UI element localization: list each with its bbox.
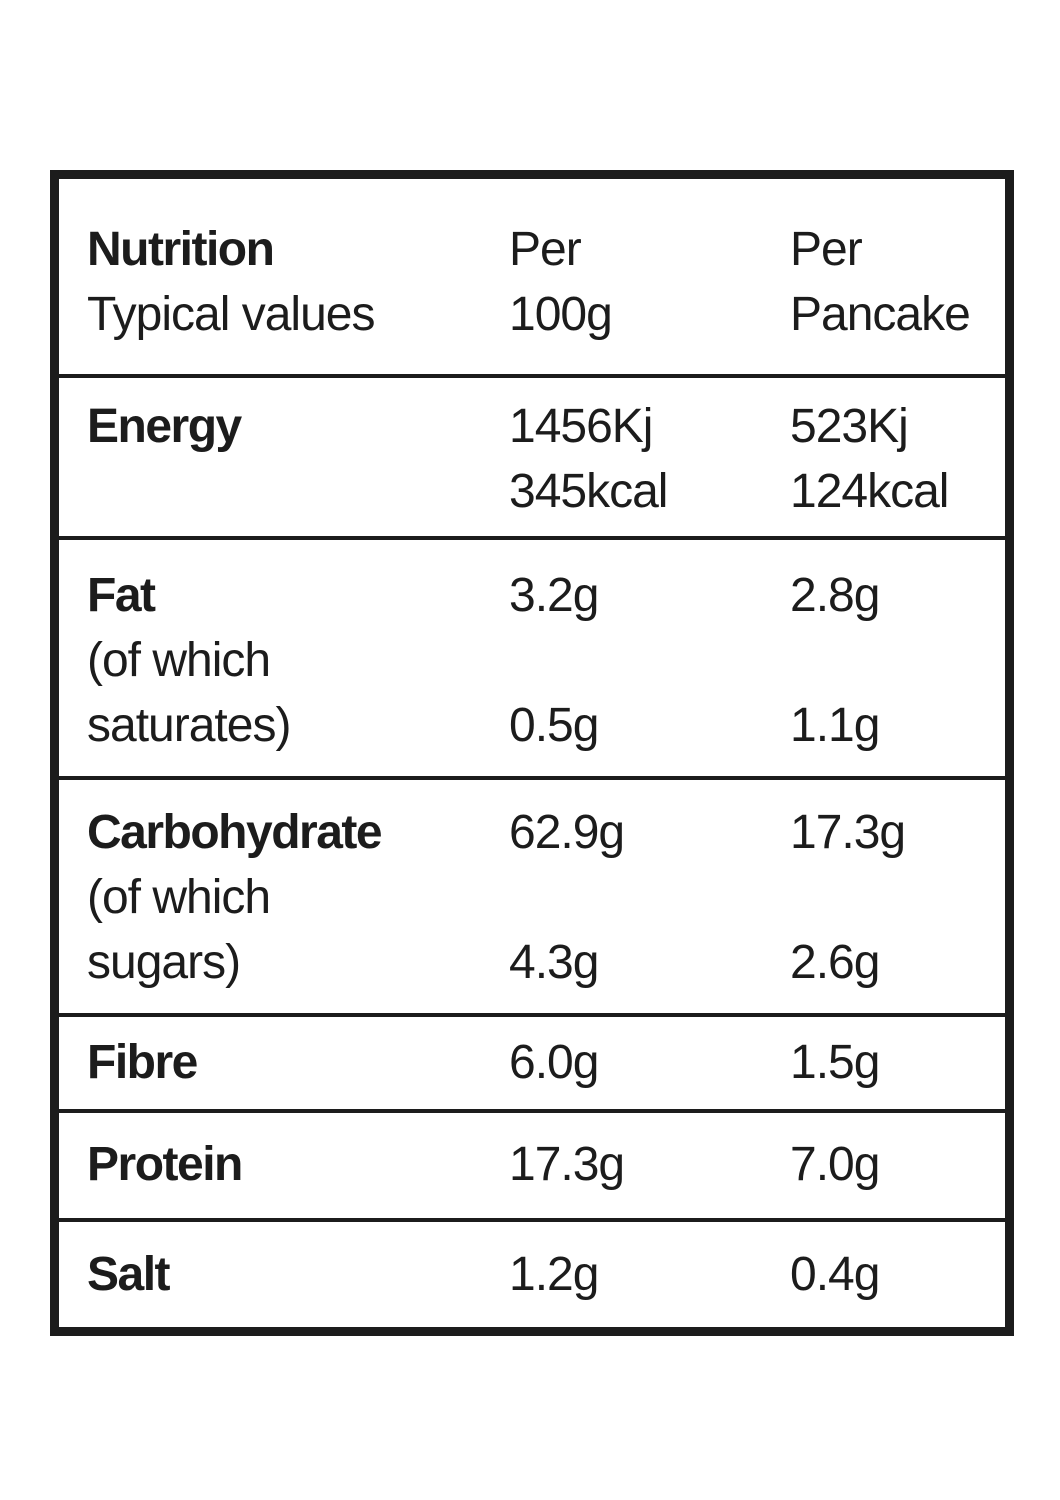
fibre-per-pancake: 1.5g	[790, 1030, 880, 1095]
sugars-per-pancake-value: 2.6g	[790, 936, 880, 989]
per-100g-header-line2: 100g	[509, 288, 613, 341]
energy-per-100g-kj: 1456Kj	[509, 400, 653, 453]
energy-per-pancake-kcal: 124kcal	[790, 465, 949, 518]
protein-row: Protein 17.3g 7.0g	[59, 1113, 1005, 1222]
fibre-per-pancake-value: 1.5g	[790, 1036, 880, 1089]
energy-per-pancake-kj: 523Kj	[790, 400, 909, 453]
protein-per-100g-value: 17.3g	[509, 1138, 625, 1191]
fat-sub-label-line1: (of which	[87, 634, 271, 687]
energy-per-pancake: 523Kj 124kcal	[790, 394, 949, 524]
protein-per-pancake: 7.0g	[790, 1132, 880, 1197]
protein-per-pancake-value: 7.0g	[790, 1138, 880, 1191]
salt-per-pancake-value: 0.4g	[790, 1248, 880, 1301]
nutrition-title: Nutrition	[87, 223, 275, 276]
protein-label: Protein	[87, 1138, 243, 1191]
fat-per-pancake-value: 2.8g	[790, 569, 880, 622]
fat-label: Fat	[87, 569, 156, 622]
carbohydrate-label-cell: Carbohydrate (of which sugars)	[87, 800, 383, 995]
fat-per-pancake: 2.8g 1.1g	[790, 563, 880, 758]
fat-per-100g: 3.2g 0.5g	[509, 563, 599, 758]
energy-row: Energy 1456Kj 345kcal 523Kj 124kcal	[59, 378, 1005, 540]
carbohydrate-per-pancake: 17.3g 2.6g	[790, 800, 906, 995]
fibre-label-cell: Fibre	[87, 1030, 198, 1095]
sugars-per-100g-value: 4.3g	[509, 936, 599, 989]
carbohydrate-per-100g-value: 62.9g	[509, 806, 625, 859]
carbohydrate-row: Carbohydrate (of which sugars) 62.9g 4.3…	[59, 780, 1005, 1017]
fibre-label: Fibre	[87, 1036, 198, 1089]
salt-label: Salt	[87, 1248, 171, 1301]
protein-label-cell: Protein	[87, 1132, 243, 1197]
nutrition-table: Nutrition Typical values Per 100g Per Pa…	[50, 170, 1014, 1336]
salt-row: Salt 1.2g 0.4g	[59, 1222, 1005, 1327]
fat-row: Fat (of which saturates) 3.2g 0.5g 2.8g …	[59, 540, 1005, 780]
salt-per-100g-value: 1.2g	[509, 1248, 599, 1301]
carbohydrate-sub-label-line1: (of which	[87, 871, 271, 924]
header-row: Nutrition Typical values Per 100g Per Pa…	[59, 179, 1005, 378]
carbohydrate-per-pancake-value: 17.3g	[790, 806, 906, 859]
fat-per-100g-value: 3.2g	[509, 569, 599, 622]
salt-per-100g: 1.2g	[509, 1242, 599, 1307]
energy-per-100g-kcal: 345kcal	[509, 465, 668, 518]
nutrition-title-cell: Nutrition Typical values	[87, 217, 375, 347]
salt-per-pancake: 0.4g	[790, 1242, 880, 1307]
carbohydrate-label: Carbohydrate	[87, 806, 383, 859]
fibre-per-100g: 6.0g	[509, 1030, 599, 1095]
per-pancake-header-line2: Pancake	[790, 288, 971, 341]
carbohydrate-per-100g: 62.9g 4.3g	[509, 800, 625, 995]
saturates-per-pancake-value: 1.1g	[790, 699, 880, 752]
protein-per-100g: 17.3g	[509, 1132, 625, 1197]
per-100g-header-line1: Per	[509, 223, 582, 276]
energy-per-100g: 1456Kj 345kcal	[509, 394, 668, 524]
per-100g-header: Per 100g	[509, 217, 613, 347]
per-pancake-header-line1: Per	[790, 223, 863, 276]
carbohydrate-sub-label-line2: sugars)	[87, 936, 241, 989]
per-pancake-header: Per Pancake	[790, 217, 971, 347]
energy-label-cell: Energy	[87, 394, 242, 459]
typical-values-label: Typical values	[87, 288, 375, 341]
fibre-per-100g-value: 6.0g	[509, 1036, 599, 1089]
fat-label-cell: Fat (of which saturates)	[87, 563, 291, 758]
fibre-row: Fibre 6.0g 1.5g	[59, 1017, 1005, 1113]
saturates-per-100g-value: 0.5g	[509, 699, 599, 752]
energy-label: Energy	[87, 400, 242, 453]
salt-label-cell: Salt	[87, 1242, 171, 1307]
fat-sub-label-line2: saturates)	[87, 699, 291, 752]
